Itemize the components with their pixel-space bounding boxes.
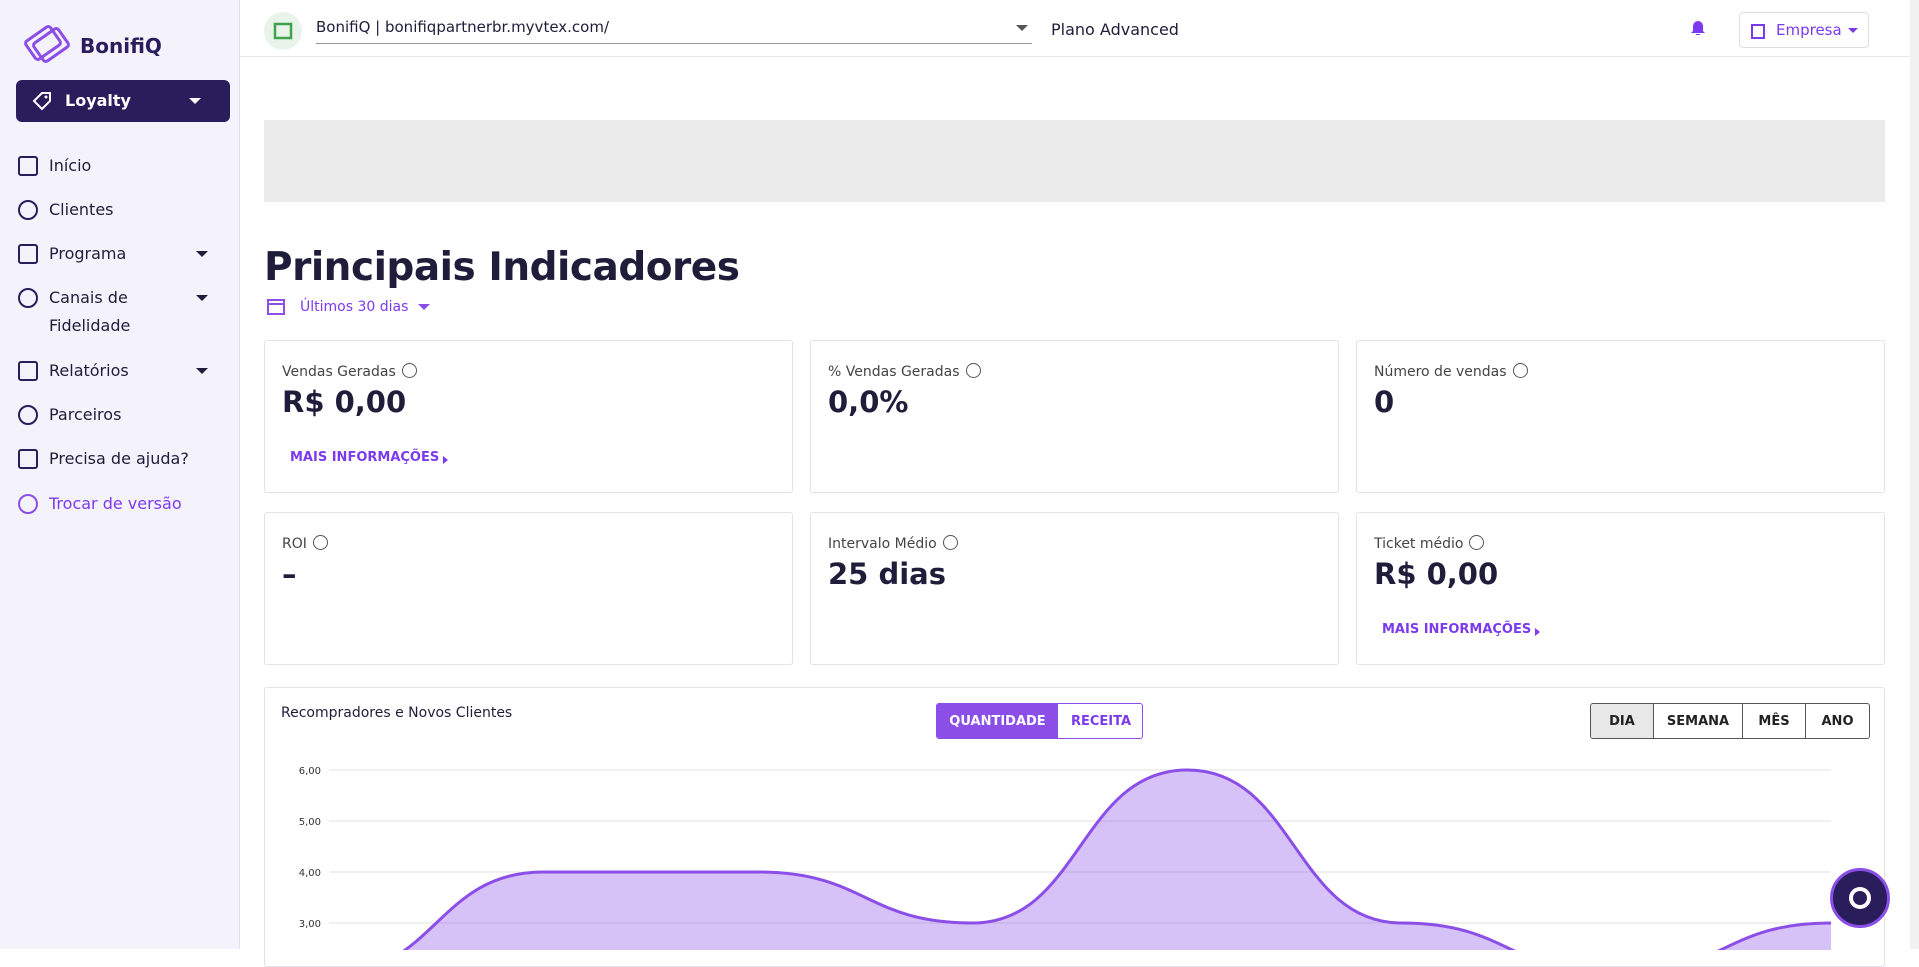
nav-item[interactable]: Trocar de versão bbox=[49, 494, 182, 513]
caret bbox=[196, 368, 208, 374]
nav-icon bbox=[18, 405, 38, 425]
nav-icon bbox=[18, 200, 38, 220]
info-icon bbox=[401, 363, 417, 378]
kpi-label: Número de vendas bbox=[1374, 363, 1528, 380]
info-icon bbox=[1512, 363, 1528, 378]
info-icon bbox=[942, 535, 958, 550]
kpi-card: ROI – bbox=[264, 512, 793, 665]
nav-item[interactable]: Relatórios bbox=[49, 361, 129, 380]
info-icon bbox=[1469, 535, 1485, 550]
period-button[interactable]: SEMANA bbox=[1653, 704, 1742, 738]
period-toggle: DIA SEMANA MÊS ANO bbox=[1590, 703, 1870, 739]
store-select[interactable]: BonifiQ | bonifiqpartnerbr.myvtex.com/ bbox=[316, 18, 1032, 44]
chart: 3,00 4,00 5,00 6,00 bbox=[299, 766, 1832, 950]
kpi-value: R$ 0,00 bbox=[1374, 557, 1499, 591]
period[interactable]: Últimos 30 dias bbox=[300, 299, 409, 315]
product: Loyalty bbox=[65, 91, 131, 110]
kpi-label: Intervalo Médio bbox=[828, 535, 958, 552]
kpi-label: % Vendas Geradas bbox=[828, 363, 981, 380]
nav-item[interactable]: Clientes bbox=[49, 200, 114, 219]
metric-toggle: QUANTIDADE RECEITA bbox=[936, 703, 1143, 739]
kpi-card: Número de vendas 0 bbox=[1356, 340, 1885, 493]
nav-icon bbox=[18, 449, 38, 469]
brand: BonifiQ bbox=[80, 34, 162, 58]
period-button[interactable]: ANO bbox=[1805, 704, 1869, 738]
y-tick-label: 3,00 bbox=[299, 919, 321, 930]
link-arrow bbox=[443, 456, 448, 464]
kpi-card: Intervalo Médio 25 dias bbox=[810, 512, 1339, 665]
scrollbar bbox=[1910, 0, 1919, 949]
toggle-button[interactable]: QUANTIDADE bbox=[937, 704, 1058, 738]
caret bbox=[196, 251, 208, 257]
nav-icon bbox=[18, 494, 38, 514]
chat-widget[interactable] bbox=[1830, 868, 1890, 928]
y-tick-label: 4,00 bbox=[299, 868, 321, 879]
caret bbox=[189, 98, 201, 104]
kpi-value: 0,0% bbox=[828, 385, 909, 419]
banner bbox=[264, 120, 1885, 202]
chart-title: Recompradores e Novos Clientes bbox=[281, 705, 513, 721]
kpi-card: Ticket médio R$ 0,00 MAIS INFORMAÇÕES bbox=[1356, 512, 1885, 665]
kpi-card: % Vendas Geradas 0,0% bbox=[810, 340, 1339, 493]
nav-icon bbox=[18, 361, 38, 381]
caret bbox=[1016, 25, 1028, 31]
account: Empresa bbox=[1776, 21, 1842, 39]
page-title: Principais Indicadores bbox=[264, 245, 740, 290]
nav-icon bbox=[18, 288, 38, 308]
store-icon bbox=[264, 12, 302, 50]
caret bbox=[1848, 28, 1858, 33]
period-button[interactable]: MÊS bbox=[1742, 704, 1805, 738]
kpi-value: – bbox=[282, 557, 297, 591]
product-select[interactable]: Loyalty bbox=[16, 80, 230, 122]
link-arrow bbox=[1535, 628, 1540, 636]
nav-item[interactable]: Programa bbox=[49, 244, 127, 263]
info-icon bbox=[965, 363, 981, 378]
topbar: BonifiQ | bonifiqpartnerbr.myvtex.com/ P… bbox=[240, 0, 1910, 57]
account-select[interactable]: Empresa bbox=[1739, 12, 1869, 48]
kpi-card: Vendas Geradas R$ 0,00 MAIS INFORMAÇÕES bbox=[264, 340, 793, 493]
nav-item[interactable]: Canais de Fidelidade bbox=[49, 288, 131, 335]
kpi-label: ROI bbox=[282, 535, 328, 552]
nav-icon bbox=[18, 156, 38, 176]
kpi-label: Ticket médio bbox=[1374, 535, 1485, 552]
caret bbox=[418, 304, 430, 310]
nav-item[interactable]: Precisa de ajuda? bbox=[49, 449, 189, 468]
calendar-icon bbox=[267, 299, 285, 315]
period-button[interactable]: DIA bbox=[1591, 704, 1653, 738]
logo-icon bbox=[24, 25, 70, 63]
bell[interactable] bbox=[1690, 18, 1706, 36]
more-link[interactable]: MAIS INFORMAÇÕES bbox=[290, 450, 440, 465]
y-tick-label: 6,00 bbox=[299, 766, 321, 777]
y-tick-label: 5,00 bbox=[299, 817, 321, 828]
nav-item[interactable]: Parceiros bbox=[49, 405, 122, 424]
line bbox=[402, 768, 1832, 950]
plan: Plano Advanced bbox=[1051, 20, 1179, 39]
kpi-value: R$ 0,00 bbox=[282, 385, 407, 419]
area bbox=[404, 770, 1831, 950]
nav-item[interactable]: Início bbox=[49, 156, 92, 175]
info-icon bbox=[312, 535, 328, 550]
nav-icon bbox=[18, 244, 38, 264]
chart-card: Recompradores e Novos Clientes QUANTIDAD… bbox=[264, 687, 1885, 967]
more-link[interactable]: MAIS INFORMAÇÕES bbox=[1382, 622, 1532, 637]
toggle-button[interactable]: RECEITA bbox=[1070, 713, 1132, 729]
kpi-value: 25 dias bbox=[828, 557, 946, 591]
sidebar: BonifiQ Loyalty Início Clientes Programa Ca… bbox=[0, 0, 240, 949]
store: BonifiQ | bonifiqpartnerbr.myvtex.com/ bbox=[316, 18, 610, 36]
caret bbox=[196, 295, 208, 301]
kpi-label: Vendas Geradas bbox=[282, 363, 417, 380]
kpi-value: 0 bbox=[1374, 385, 1395, 419]
tag-icon bbox=[32, 92, 51, 111]
